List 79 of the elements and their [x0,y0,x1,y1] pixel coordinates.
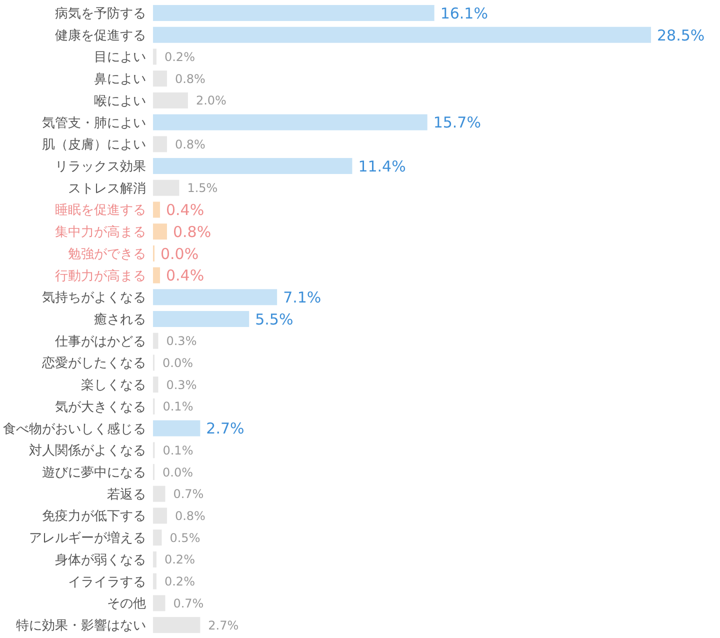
data-label: 0.8% [174,72,206,86]
y-tick-label: 勉強ができる [68,246,146,262]
data-label: 1.5% [187,181,218,196]
bar [153,26,651,43]
data-label: 0.1% [162,400,194,414]
bar [153,224,167,240]
y-tick-label: 食べ物がおいしく感じる [3,422,146,437]
data-label: 0.8% [172,222,212,241]
bar [153,202,160,218]
bar [153,92,188,108]
data-label: 2.7% [208,618,239,632]
y-tick-label: 身体が弱くなる [55,552,146,568]
data-label: 0.8% [174,137,206,152]
data-label: 0.8% [174,509,206,524]
data-label: 2.0% [196,94,226,108]
y-tick-label: 気管支・肺によい [42,116,146,131]
y-tick-label: 遊びに夢中になる [42,466,146,480]
data-label: 15.7% [433,114,481,132]
bar [153,376,158,393]
y-tick-label: 睡眠を促進する [55,203,146,218]
data-label: 0.2% [164,574,195,589]
y-tick-label: 健康を促進する [55,28,146,44]
data-label: 5.5% [255,310,294,328]
bar [153,114,428,130]
data-label: 0.7% [173,487,204,502]
bar [153,311,250,327]
data-label: 16.1% [440,4,488,22]
data-label: 7.1% [283,288,322,307]
bar [153,136,167,152]
y-tick-label: 免疫力が低下する [42,509,146,524]
y-tick-label: 特に効果・影響はない [16,618,146,634]
y-tick-label: 気が大きくなる [55,400,146,415]
data-label: 0.2% [164,50,195,64]
y-tick-label: 気持ちがよくなる [42,290,146,306]
data-label: 0.5% [170,530,200,545]
bar [153,595,166,612]
data-label: 0.7% [173,596,204,610]
y-tick-label: 肌（皮膚）によい [42,138,146,153]
bar [153,70,167,87]
bar [153,289,278,306]
bar [153,617,200,633]
data-label: 0.0% [162,465,193,480]
y-tick-label: その他 [107,596,146,612]
y-tick-label: 集中力が高まる [55,224,146,240]
data-label: 28.5% [657,26,705,44]
data-label: 0.3% [166,378,197,392]
bar [153,530,162,546]
y-tick-label: アレルギーが増える [29,530,146,546]
bar [153,158,352,174]
y-tick-label: 目によい [94,50,146,66]
y-tick-label: 鼻によい [94,72,146,88]
data-label: 0.1% [162,443,194,458]
data-label: 0.4% [166,266,204,285]
data-label: 0.0% [162,356,193,370]
y-tick-label: 癒される [94,312,146,328]
bar [153,267,160,284]
y-tick-label: 対人関係がよくなる [29,442,146,459]
y-tick-label: 楽しくなる [81,378,146,394]
data-label: 2.7% [206,420,244,438]
data-label: 0.4% [166,201,204,220]
y-tick-label: イライラする [68,574,146,590]
bar [153,508,167,524]
bar [153,5,434,21]
y-tick-label: 仕事がはかどる [54,334,146,350]
bar [153,486,166,502]
y-tick-label: 若返る [107,487,146,502]
data-label: 11.4% [358,157,406,176]
y-tick-label: 病気を予防する [55,6,146,22]
bar [153,180,180,196]
bar [153,332,158,349]
y-tick-label: 恋愛がしたくなる [41,355,146,372]
y-tick-label: ストレス解消 [68,181,146,196]
y-tick-label: 喉によい [94,94,146,109]
data-label: 0.2% [164,552,195,567]
data-label: 0.3% [166,334,197,348]
y-tick-label: 行動力が高まる [55,268,146,284]
data-label: 0.0% [160,244,199,263]
y-tick-label: リラックス効果 [55,160,146,174]
bar [153,420,200,436]
